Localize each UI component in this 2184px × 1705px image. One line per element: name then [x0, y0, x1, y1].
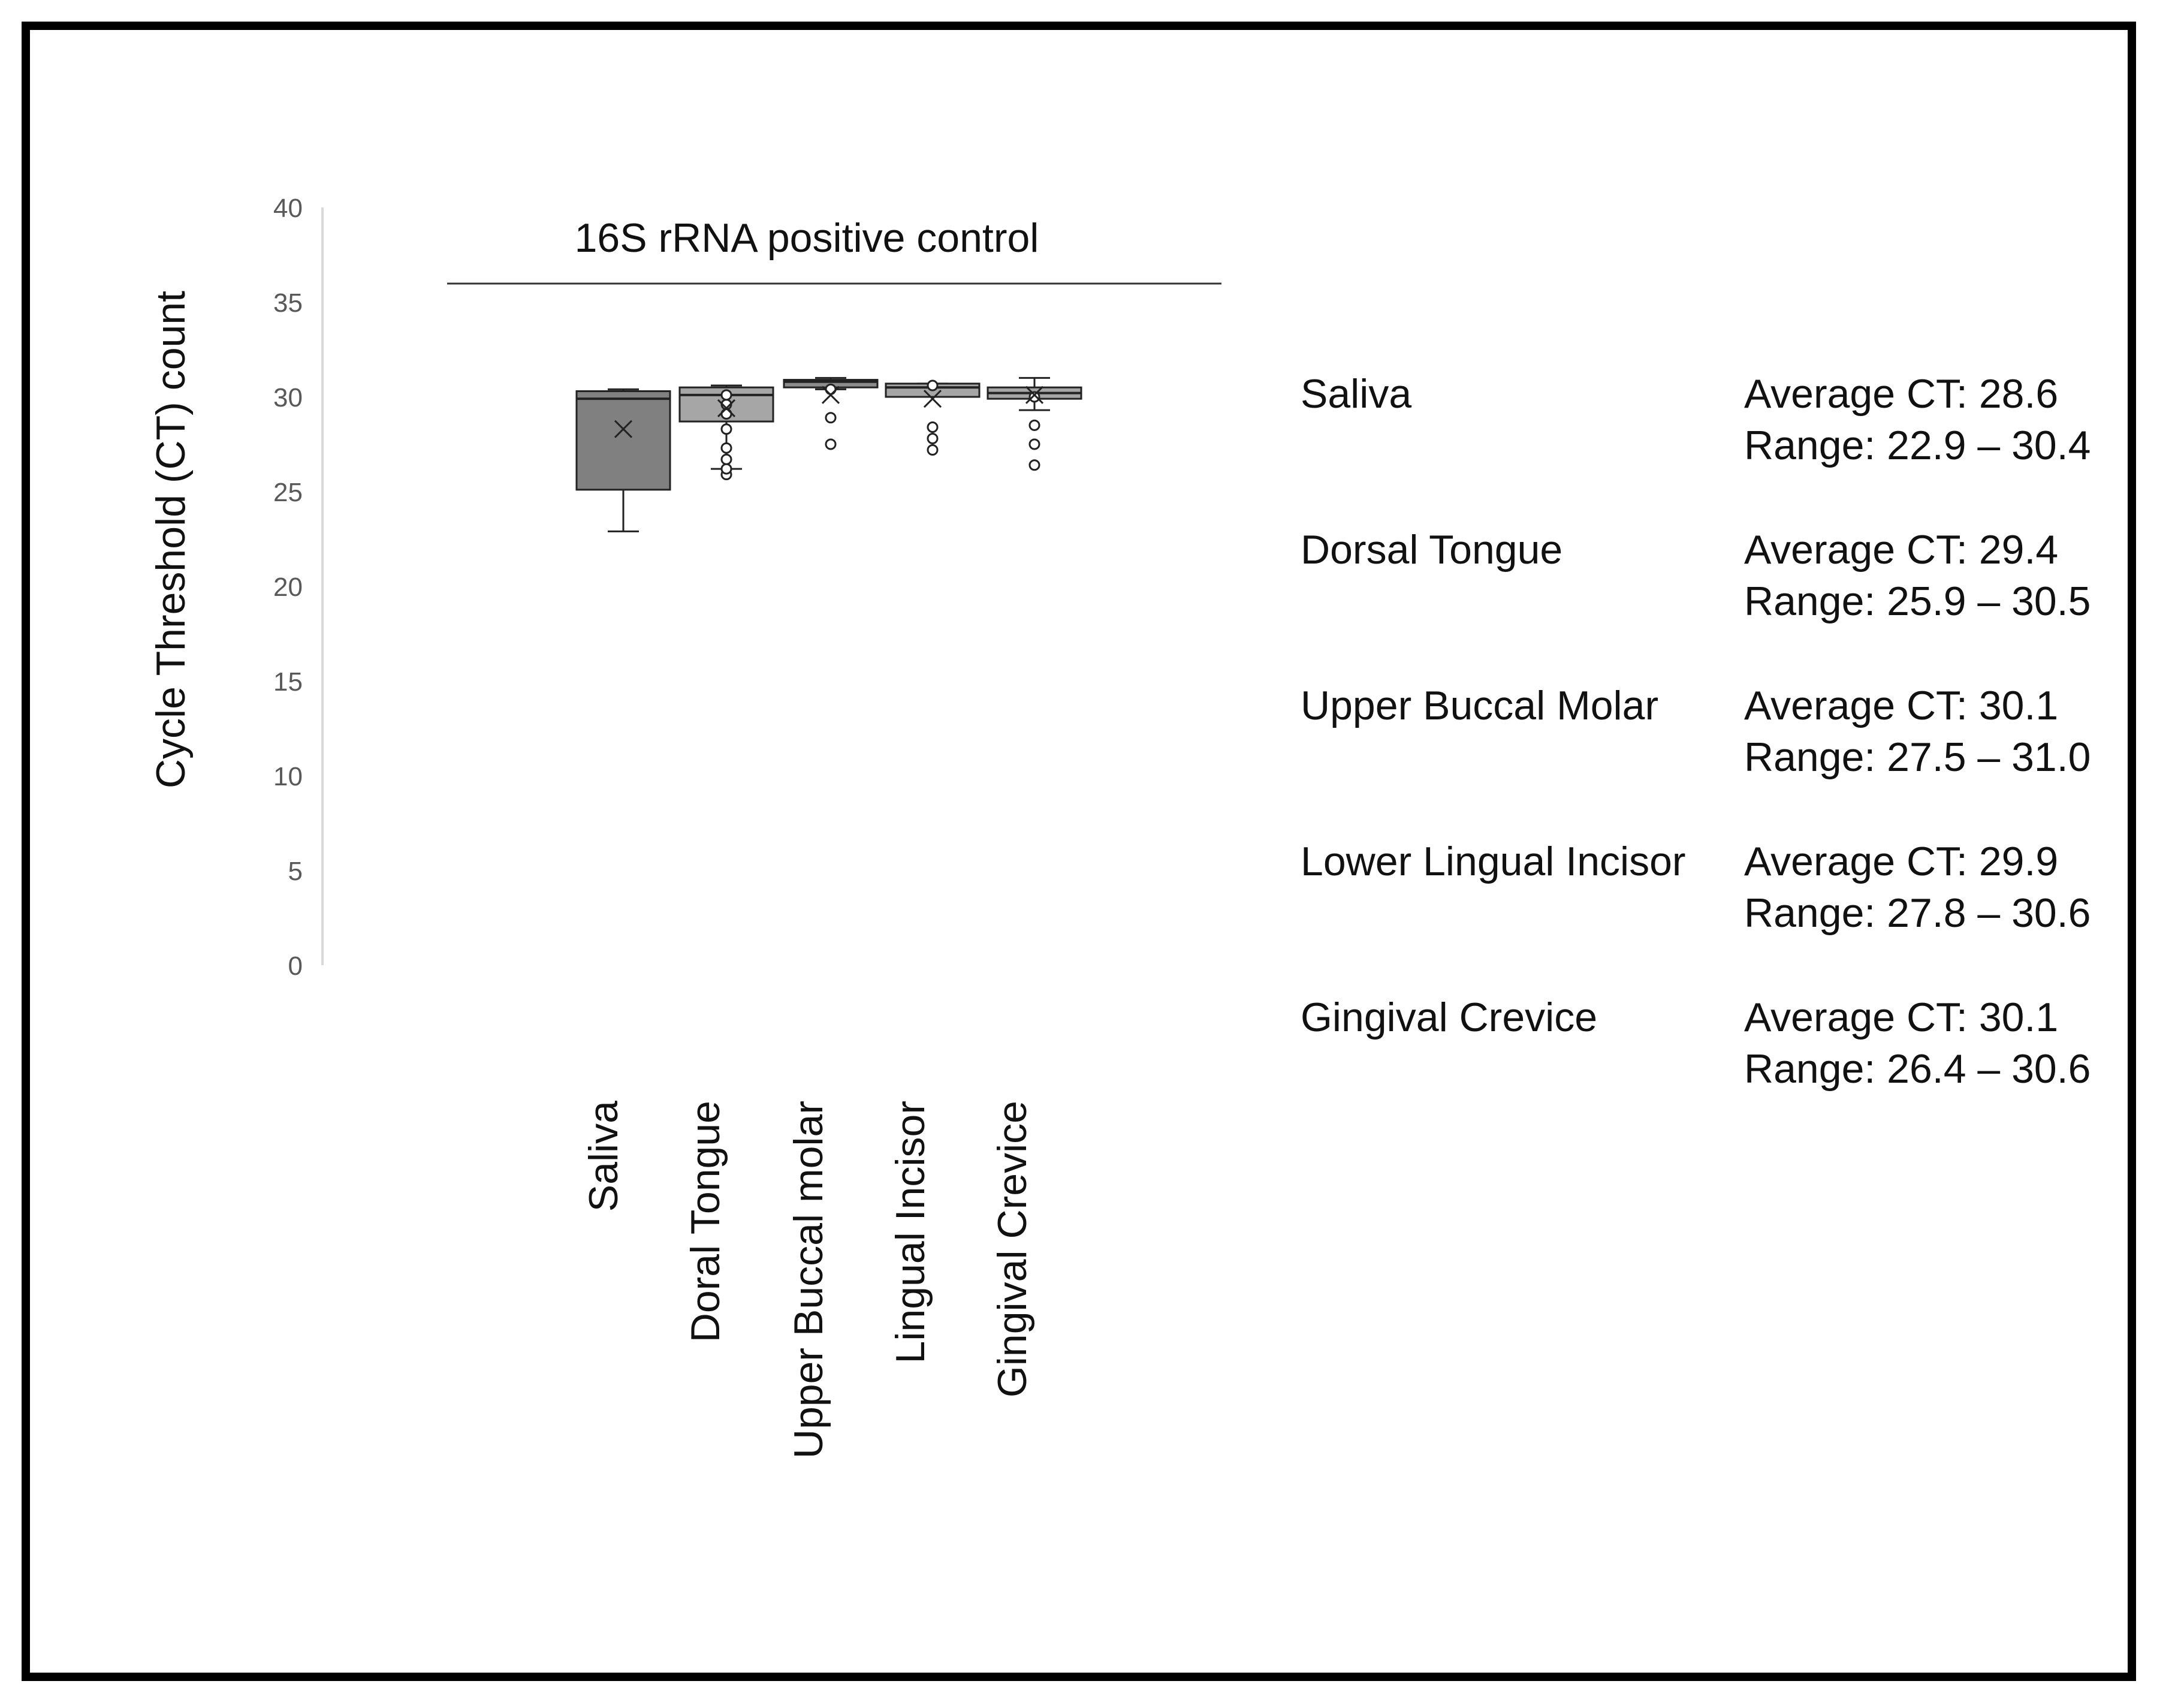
box-body	[575, 390, 671, 491]
outlier-point	[720, 463, 732, 475]
y-tick-label: 5	[288, 857, 303, 886]
stat-average: Average CT: 30.1	[1744, 995, 2059, 1040]
chart-title: 16S rRNA positive control	[575, 215, 1039, 261]
y-tick-label: 10	[273, 762, 303, 791]
y-tick-label: 25	[273, 478, 303, 507]
stat-average: Average CT: 29.9	[1744, 839, 2059, 884]
outlier-point	[927, 433, 939, 445]
y-tick-label: 20	[273, 573, 303, 602]
outlier-point	[1028, 438, 1040, 450]
stat-site-name: Upper Buccal Molar	[1301, 683, 1659, 728]
outlier-point	[1028, 459, 1040, 471]
stat-range: Range: 25.9 – 30.5	[1744, 579, 2091, 624]
box-group-2	[678, 384, 774, 481]
mean-marker-stroke	[1025, 385, 1044, 404]
stat-site-name: Lower Lingual Incisor	[1301, 839, 1686, 884]
x-category-label: Doral Tongue	[683, 1101, 728, 1342]
outlier-point	[927, 379, 939, 391]
y-tick-label: 40	[273, 194, 303, 223]
stat-average: Average CT: 28.6	[1744, 371, 2059, 417]
mean-marker-stroke	[923, 390, 942, 408]
outlier-point	[1028, 419, 1040, 431]
box-group-1	[575, 388, 671, 532]
x-category-label: Gingival Crevice	[990, 1101, 1035, 1397]
y-tick-label: 30	[273, 383, 303, 412]
outlier-point	[1028, 391, 1040, 403]
x-category-label: Saliva	[581, 1101, 626, 1212]
stat-range: Range: 26.4 – 30.6	[1744, 1046, 2091, 1092]
box-layer	[575, 376, 1082, 532]
y-tick-label: 15	[273, 667, 303, 697]
stat-range: Range: 27.8 – 30.6	[1744, 890, 2091, 936]
stat-site-name: Gingival Crevice	[1301, 995, 1598, 1040]
y-tick-label: 35	[273, 288, 303, 318]
figure-frame	[22, 22, 2136, 1681]
stat-site-name: Dorsal Tongue	[1301, 527, 1563, 573]
y-axis-label: Cycle Threshold (CT) count	[148, 291, 194, 788]
x-category-label: Upper Buccal molar	[786, 1101, 831, 1459]
stat-range: Range: 22.9 – 30.4	[1744, 423, 2091, 468]
mean-marker-stroke	[717, 399, 736, 418]
x-category-label: Lingual Incisor	[888, 1101, 933, 1363]
stat-range: Range: 27.5 – 31.0	[1744, 734, 2091, 780]
outlier-point	[927, 444, 939, 456]
outlier-point	[927, 421, 939, 433]
box-group-3	[783, 376, 879, 450]
outlier-point	[825, 438, 837, 450]
stat-average: Average CT: 30.1	[1744, 683, 2059, 728]
mean-marker-stroke	[821, 385, 840, 404]
mean-marker-stroke	[614, 420, 633, 438]
stat-average: Average CT: 29.4	[1744, 527, 2059, 573]
outlier-point	[720, 423, 732, 435]
outlier-point	[720, 453, 732, 465]
stat-site-name: Saliva	[1301, 371, 1412, 417]
y-tick-label: 0	[288, 951, 303, 981]
outlier-point	[825, 412, 837, 424]
box-group-5	[987, 376, 1082, 471]
box-group-4	[885, 379, 981, 456]
outlier-point	[720, 442, 732, 454]
axis-layer: 0 5 10 15 20 25 30 35 40 Saliva Doral Tongue Upper …	[273, 194, 1035, 1459]
outlier-point	[720, 389, 732, 401]
